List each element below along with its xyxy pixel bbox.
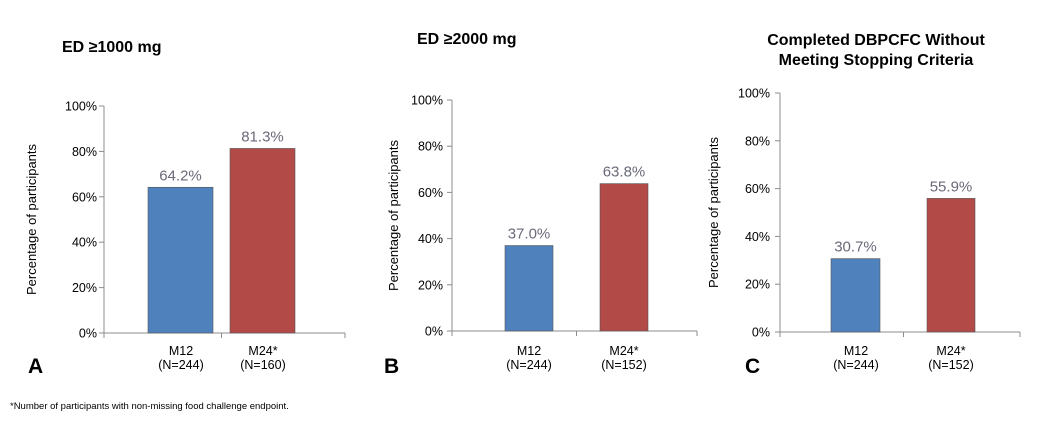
bar-1: [830, 258, 881, 333]
y-tick-label: 40%: [745, 230, 770, 244]
panel-letter: A: [28, 355, 43, 378]
y-tick-label: 100%: [738, 87, 770, 101]
y-tick-label: 40%: [72, 236, 97, 250]
category-label: M24*: [936, 344, 965, 358]
y-tick-label: 80%: [72, 145, 97, 159]
bar-1: [504, 245, 554, 332]
y-tick-label: 0%: [752, 326, 770, 340]
data-label: 30.7%: [834, 239, 877, 256]
category-sublabel: (N=244): [833, 358, 879, 372]
category-sublabel: (N=152): [601, 358, 647, 372]
bar-2: [599, 183, 649, 332]
category-sublabel: (N=160): [240, 358, 286, 372]
category-sublabel: (N=152): [928, 358, 974, 372]
chart-title: Completed DBPCFC Without: [767, 32, 985, 49]
y-tick-label: 0%: [79, 327, 97, 341]
y-tick-label: 20%: [418, 278, 443, 292]
category-sublabel: (N=244): [506, 358, 552, 372]
category-label: M24*: [248, 344, 277, 358]
y-tick-label: 0%: [425, 325, 443, 339]
y-tick-label: 60%: [418, 186, 443, 200]
chart-title: ED ≥2000 mg: [417, 31, 517, 48]
y-axis-label: Percentage of participants: [386, 139, 401, 291]
data-label: 63.8%: [603, 164, 646, 181]
category-label: M12: [844, 344, 868, 358]
y-tick-label: 100%: [65, 100, 97, 114]
data-label: 55.9%: [930, 178, 973, 195]
y-tick-label: 60%: [745, 182, 770, 196]
y-axis-label: Percentage of participants: [24, 143, 39, 295]
bar-2: [229, 148, 296, 334]
category-sublabel: (N=244): [158, 358, 204, 372]
bar-2: [926, 198, 976, 333]
category-label: M12: [169, 344, 193, 358]
chart-title: Meeting Stopping Criteria: [779, 52, 974, 69]
panel-letter: B: [384, 355, 399, 378]
data-label: 37.0%: [508, 226, 551, 243]
chart-title: ED ≥1000 mg: [62, 39, 162, 56]
y-tick-label: 40%: [418, 232, 443, 246]
y-tick-label: 80%: [418, 140, 443, 154]
y-tick-label: 80%: [745, 134, 770, 148]
y-axis-label: Percentage of participants: [706, 136, 721, 288]
data-label: 81.3%: [241, 128, 284, 145]
data-label: 64.2%: [159, 167, 202, 184]
footnote: *Number of participants with non-missing…: [10, 401, 289, 412]
y-tick-label: 100%: [411, 94, 443, 108]
category-label: M24*: [609, 344, 638, 358]
y-tick-label: 20%: [745, 278, 770, 292]
y-tick-label: 60%: [72, 190, 97, 204]
bar-1: [147, 186, 214, 334]
panel-letter: C: [745, 355, 760, 378]
y-tick-label: 20%: [72, 281, 97, 295]
category-label: M12: [517, 344, 541, 358]
